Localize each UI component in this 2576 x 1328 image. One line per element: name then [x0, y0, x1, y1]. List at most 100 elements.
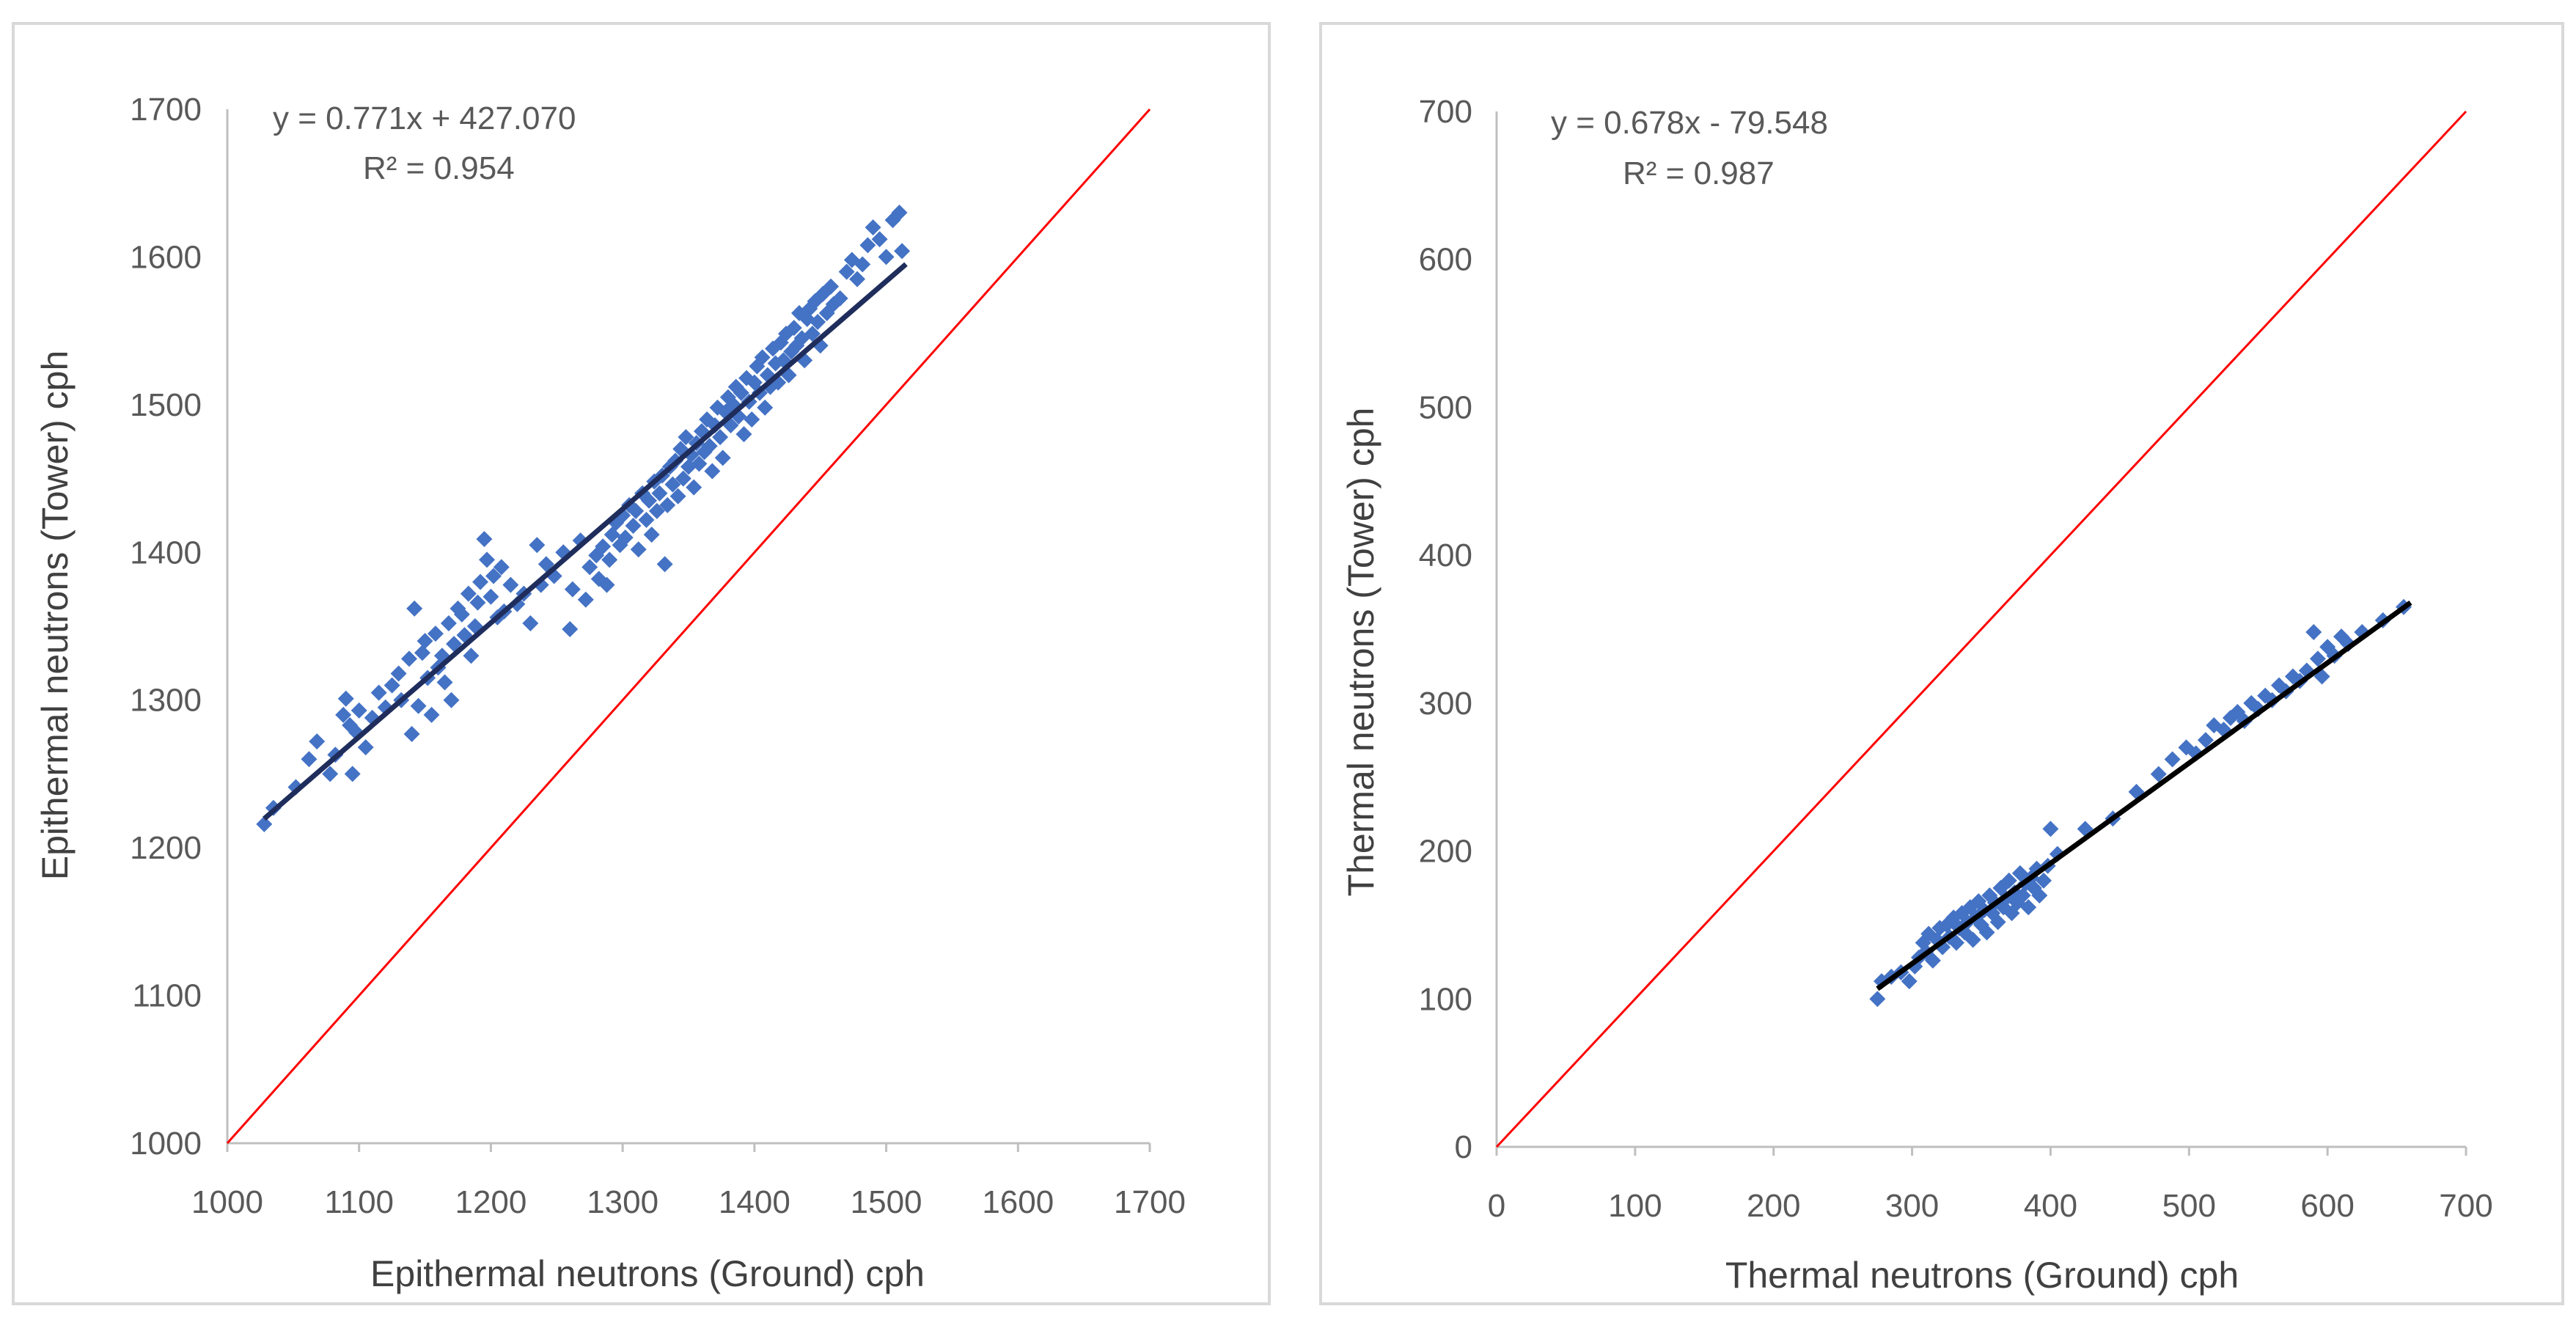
scatter-point: [2150, 766, 2167, 782]
scatter-point: [598, 576, 615, 593]
scatter-point: [410, 697, 427, 714]
scatter-point: [854, 256, 871, 273]
scatter-point: [1920, 925, 1937, 942]
scatter-point: [1953, 905, 1970, 922]
x-tick-label: 400: [2024, 1188, 2077, 1224]
scatter-point: [823, 278, 840, 295]
chart-thermal: 0 100 200 300 400 500 600 700 0 100 200 300 400 500 60…: [1340, 94, 2493, 1296]
scatter-point: [1989, 914, 2006, 931]
scatter-point: [735, 426, 752, 443]
scatter-point: [564, 581, 581, 598]
scatter-point: [1970, 893, 1987, 910]
scatter-point: [403, 726, 420, 743]
y-tick-label: 100: [1419, 981, 1472, 1017]
scatter-point: [256, 815, 273, 832]
scatter-point: [712, 429, 729, 446]
scatter-point: [301, 751, 318, 768]
scatter-point: [406, 600, 423, 617]
scatter-point: [522, 615, 539, 631]
scatter-point: [414, 645, 430, 661]
trendline-equation: y = 0.771x + 427.070: [273, 100, 576, 136]
scatter-point: [2271, 677, 2288, 694]
y-tick-label: 300: [1419, 686, 1472, 722]
scatter-point: [628, 502, 645, 519]
y-tick-label: 1200: [130, 830, 202, 866]
scatter-point: [859, 237, 876, 254]
scatter-point: [643, 527, 660, 543]
y-axis-title: Epithermal neutrons (Tower) cph: [34, 351, 76, 881]
scatter-point: [423, 706, 440, 723]
y-tick-label: 1400: [130, 535, 202, 571]
r-squared-label: R² = 0.954: [363, 150, 515, 186]
r-squared-label: R² = 0.987: [1623, 155, 1775, 191]
x-tick-label: 0: [1488, 1188, 1505, 1224]
scatter-point: [651, 485, 668, 502]
x-tick-label: 300: [1885, 1188, 1939, 1224]
scatter-point: [2257, 687, 2274, 704]
scatter-point: [344, 766, 361, 782]
scatter-point: [810, 314, 826, 331]
scatter-point: [601, 551, 618, 568]
scatter-point: [357, 739, 374, 756]
scatter-point: [2305, 624, 2322, 641]
scatter-point: [675, 470, 691, 487]
x-tick-label: 1600: [982, 1184, 1054, 1220]
x-tick-label: 1500: [851, 1184, 922, 1220]
scatter-point: [878, 249, 895, 265]
y-tick-label: 1000: [130, 1126, 202, 1162]
scatter-point: [656, 556, 673, 573]
scatter-point: [440, 615, 457, 631]
scatter-point: [704, 463, 721, 480]
y-tick-label: 700: [1419, 94, 1472, 130]
scatter-point: [493, 559, 510, 576]
y-tick-label: 1600: [130, 239, 202, 275]
scatter-point: [309, 733, 326, 750]
trendline: [1876, 600, 2412, 991]
y-tick-label: 1700: [130, 92, 202, 128]
scatter-point: [744, 411, 760, 428]
scatter-point: [337, 690, 354, 707]
x-tick-label: 700: [2439, 1188, 2492, 1224]
scatter-point: [849, 271, 866, 287]
trendline: [263, 262, 908, 821]
scatter-point: [453, 606, 470, 623]
scatter-point: [2031, 887, 2048, 904]
scatter-point: [463, 648, 480, 664]
scatter-point: [370, 684, 387, 701]
one-to-one-line: [226, 109, 1151, 1144]
scatter-point: [595, 538, 612, 555]
scatter-point: [664, 476, 681, 493]
scatter-point: [577, 591, 594, 608]
scatter-point: [832, 290, 848, 307]
y-tick-label: 1100: [132, 978, 202, 1014]
scatter-point: [1924, 952, 1941, 969]
y-tick-label: 200: [1419, 834, 1472, 870]
scatter-point: [427, 626, 444, 642]
scatter-point: [762, 378, 779, 395]
scatter-point: [1869, 991, 1886, 1008]
scatter-point: [472, 573, 489, 590]
x-tick-label: 1100: [324, 1184, 394, 1220]
scatter-point: [659, 496, 676, 513]
scatter-point: [2164, 751, 2181, 768]
scatter-point: [1981, 887, 1998, 904]
scatter-point: [838, 263, 855, 280]
x-tick-label: 200: [1747, 1188, 1800, 1224]
scatter-point: [443, 691, 460, 708]
scatter-point: [401, 650, 418, 667]
trendline-equation: y = 0.678x - 79.548: [1551, 105, 1828, 141]
scatter-point: [630, 541, 647, 558]
scatter-point: [625, 518, 642, 535]
scatter-point: [460, 585, 477, 602]
scatter-point: [638, 511, 655, 528]
scatter-point: [390, 665, 407, 682]
x-tick-label: 1400: [719, 1184, 790, 1220]
scatter-point: [502, 576, 519, 593]
scatter-point: [485, 568, 502, 584]
scatter-point: [469, 594, 486, 611]
x-tick-label: 1200: [455, 1184, 526, 1220]
scatter-point: [2020, 899, 2037, 916]
scatter-point: [1901, 973, 1918, 990]
scatter-point: [509, 595, 526, 612]
scatter-point: [757, 399, 774, 416]
